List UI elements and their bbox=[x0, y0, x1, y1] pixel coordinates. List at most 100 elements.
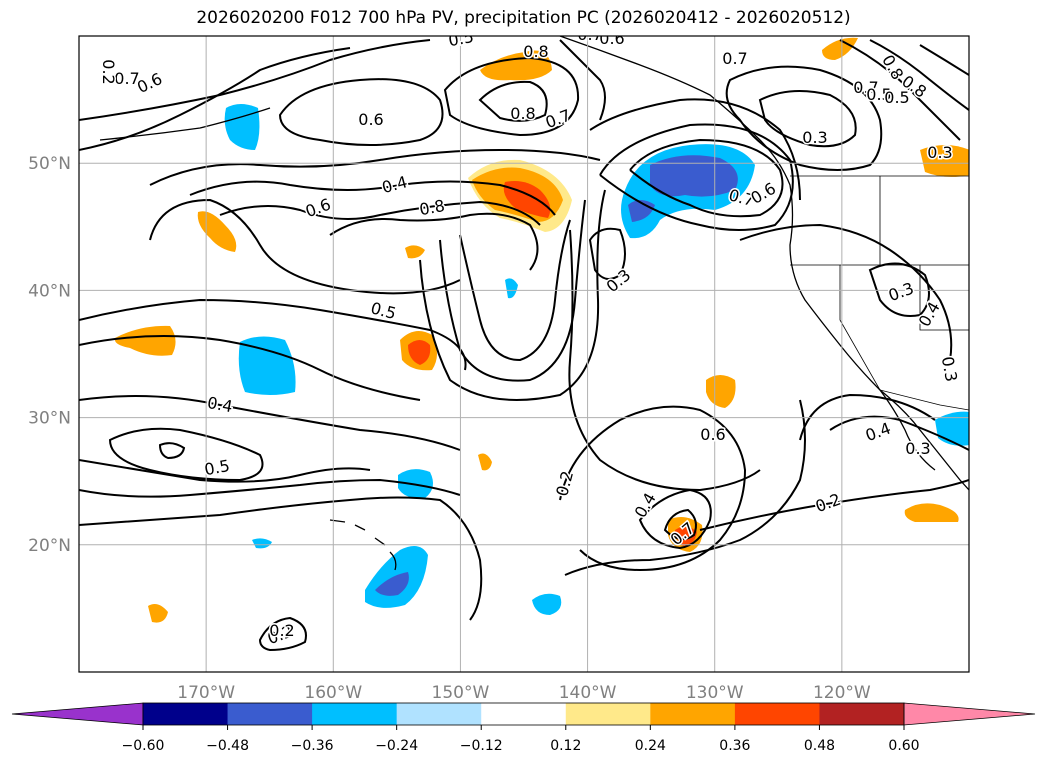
pv-contour-label: 0.5 bbox=[866, 85, 891, 104]
pv-contour-label: 0.3 bbox=[905, 439, 930, 458]
longitude-labels: 170°W 160°W 150°W 140°W 130°W 120°W bbox=[177, 683, 871, 703]
shade-negative-west bbox=[238, 336, 296, 395]
colorbar-swatch bbox=[396, 703, 482, 725]
pv-contour bbox=[478, 80, 548, 122]
pv-contour bbox=[419, 189, 606, 401]
colorbar-swatch bbox=[819, 703, 905, 725]
pv-contour bbox=[443, 56, 580, 137]
shade-negative-hawaii-core bbox=[375, 572, 409, 596]
colorbar-tick-label: 0.12 bbox=[550, 738, 581, 754]
coastline-alaska-islands bbox=[99, 107, 271, 141]
map-border bbox=[78, 35, 970, 673]
political-borders bbox=[790, 175, 969, 411]
longitude-label: 130°W bbox=[686, 683, 744, 703]
pv-contour-label: 0.6 bbox=[700, 425, 725, 444]
latitude-labels: 50°N 40°N 30°N 20°N bbox=[28, 154, 71, 556]
colorbar-tick-label: −0.48 bbox=[206, 738, 249, 754]
pv-contour-label: 0.7 bbox=[114, 69, 139, 88]
pv-contour bbox=[79, 39, 431, 121]
pv-contour-label: 0.3 bbox=[927, 143, 952, 162]
pv-contour-label: 0.3 bbox=[802, 128, 827, 147]
coastline-baja bbox=[879, 389, 936, 471]
pv-contour-label: 0.6 bbox=[599, 29, 624, 48]
colorbar-tick-label: 0.36 bbox=[719, 738, 750, 754]
colorbar-swatch bbox=[565, 703, 651, 725]
border-state bbox=[790, 176, 969, 391]
pv-contour bbox=[278, 78, 444, 146]
pv-contour bbox=[439, 199, 586, 382]
pv-contour bbox=[158, 442, 186, 460]
pv-contour bbox=[189, 180, 556, 216]
colorbar-swatch bbox=[481, 703, 567, 725]
shade-positive-west bbox=[197, 211, 237, 252]
pv-contour bbox=[329, 212, 539, 271]
pv-contour bbox=[79, 459, 371, 483]
pv-contour bbox=[219, 200, 541, 226]
pv-contour-label: 0.2 bbox=[99, 59, 118, 84]
colorbar: −0.60 −0.48 −0.36 −0.24 −0.12 0.12 0.24 0.36 0.4… bbox=[11, 702, 1036, 754]
shade-negative-tiny bbox=[252, 538, 272, 549]
colorbar-tick-label: 0.24 bbox=[635, 738, 666, 754]
pv-contour bbox=[564, 399, 806, 576]
pv-contour bbox=[799, 393, 936, 441]
colorbar-swatch bbox=[650, 703, 736, 725]
pv-contour-label: 0.7 bbox=[577, 25, 602, 44]
figure-title: 2026020200 F012 700 hPa PV, precipitatio… bbox=[196, 8, 851, 28]
colorbar-extend-high bbox=[903, 702, 1036, 726]
pv-contour bbox=[79, 496, 483, 621]
pv-contour bbox=[589, 98, 801, 201]
latitude-label: 40°N bbox=[28, 281, 71, 301]
shade-positive-small bbox=[405, 245, 425, 259]
colorbar-tick-label: −0.24 bbox=[375, 738, 418, 754]
shade-positive-ne bbox=[920, 145, 969, 177]
pv-contour-label: 0.7 bbox=[722, 49, 747, 68]
shade-positive-sm3 bbox=[478, 453, 492, 471]
coastlines bbox=[99, 36, 969, 571]
pv-contour-label: 0.5 bbox=[884, 88, 909, 107]
shade-positive-sw bbox=[114, 325, 176, 356]
pv-contour-label: 0.8 bbox=[510, 104, 535, 123]
pv-contour bbox=[79, 478, 461, 498]
shade-negative-small-sw bbox=[532, 593, 562, 615]
latitude-label: 50°N bbox=[28, 154, 71, 174]
shade-positive-south-red bbox=[675, 526, 697, 546]
colorbar-tick-label: 0.48 bbox=[804, 738, 835, 754]
latitude-label: 30°N bbox=[28, 409, 71, 429]
colorbar-swatch bbox=[734, 703, 820, 725]
colorbar-tick-label: −0.12 bbox=[460, 738, 503, 754]
pv-contour-label: 0.8 bbox=[523, 42, 548, 61]
map-frame bbox=[79, 36, 969, 672]
shade-positive-far-east bbox=[904, 503, 959, 522]
pv-contour bbox=[725, 65, 883, 171]
colorbar-frame bbox=[142, 702, 905, 726]
pv-contour bbox=[559, 405, 747, 572]
pv-contours bbox=[79, 39, 969, 652]
latitude-label: 20°N bbox=[28, 536, 71, 556]
colorbar-swatch bbox=[143, 703, 229, 725]
pv-contour bbox=[599, 123, 794, 231]
pv-contour bbox=[868, 262, 930, 317]
pv-contour-label: 0.2 bbox=[269, 621, 294, 640]
pv-contour-label: 0.6 bbox=[358, 110, 383, 129]
pv-contour bbox=[568, 229, 761, 492]
pv-contour bbox=[588, 227, 626, 280]
colorbar-swatch bbox=[312, 703, 398, 725]
pv-contour bbox=[258, 616, 307, 652]
pv-contour bbox=[663, 508, 697, 540]
longitude-label: 150°W bbox=[432, 683, 490, 703]
pv-contour bbox=[149, 198, 461, 295]
shade-positive-east bbox=[706, 375, 736, 408]
shade-negative-nw bbox=[224, 104, 260, 150]
shade-negative-sm4 bbox=[505, 278, 518, 299]
pv-contour bbox=[739, 223, 953, 361]
colorbar-tick-label: −0.36 bbox=[291, 738, 334, 754]
pv-contour-label: 0.7 bbox=[853, 78, 878, 97]
coastline-hawaii bbox=[329, 519, 397, 571]
shade-positive-nne bbox=[822, 37, 858, 60]
graticule bbox=[79, 36, 969, 672]
pv-contour bbox=[839, 39, 961, 141]
shade-positive-sm2 bbox=[148, 604, 168, 623]
border-state bbox=[919, 265, 969, 331]
colorbar-extend-low bbox=[11, 702, 144, 726]
border-mexico bbox=[879, 389, 969, 411]
